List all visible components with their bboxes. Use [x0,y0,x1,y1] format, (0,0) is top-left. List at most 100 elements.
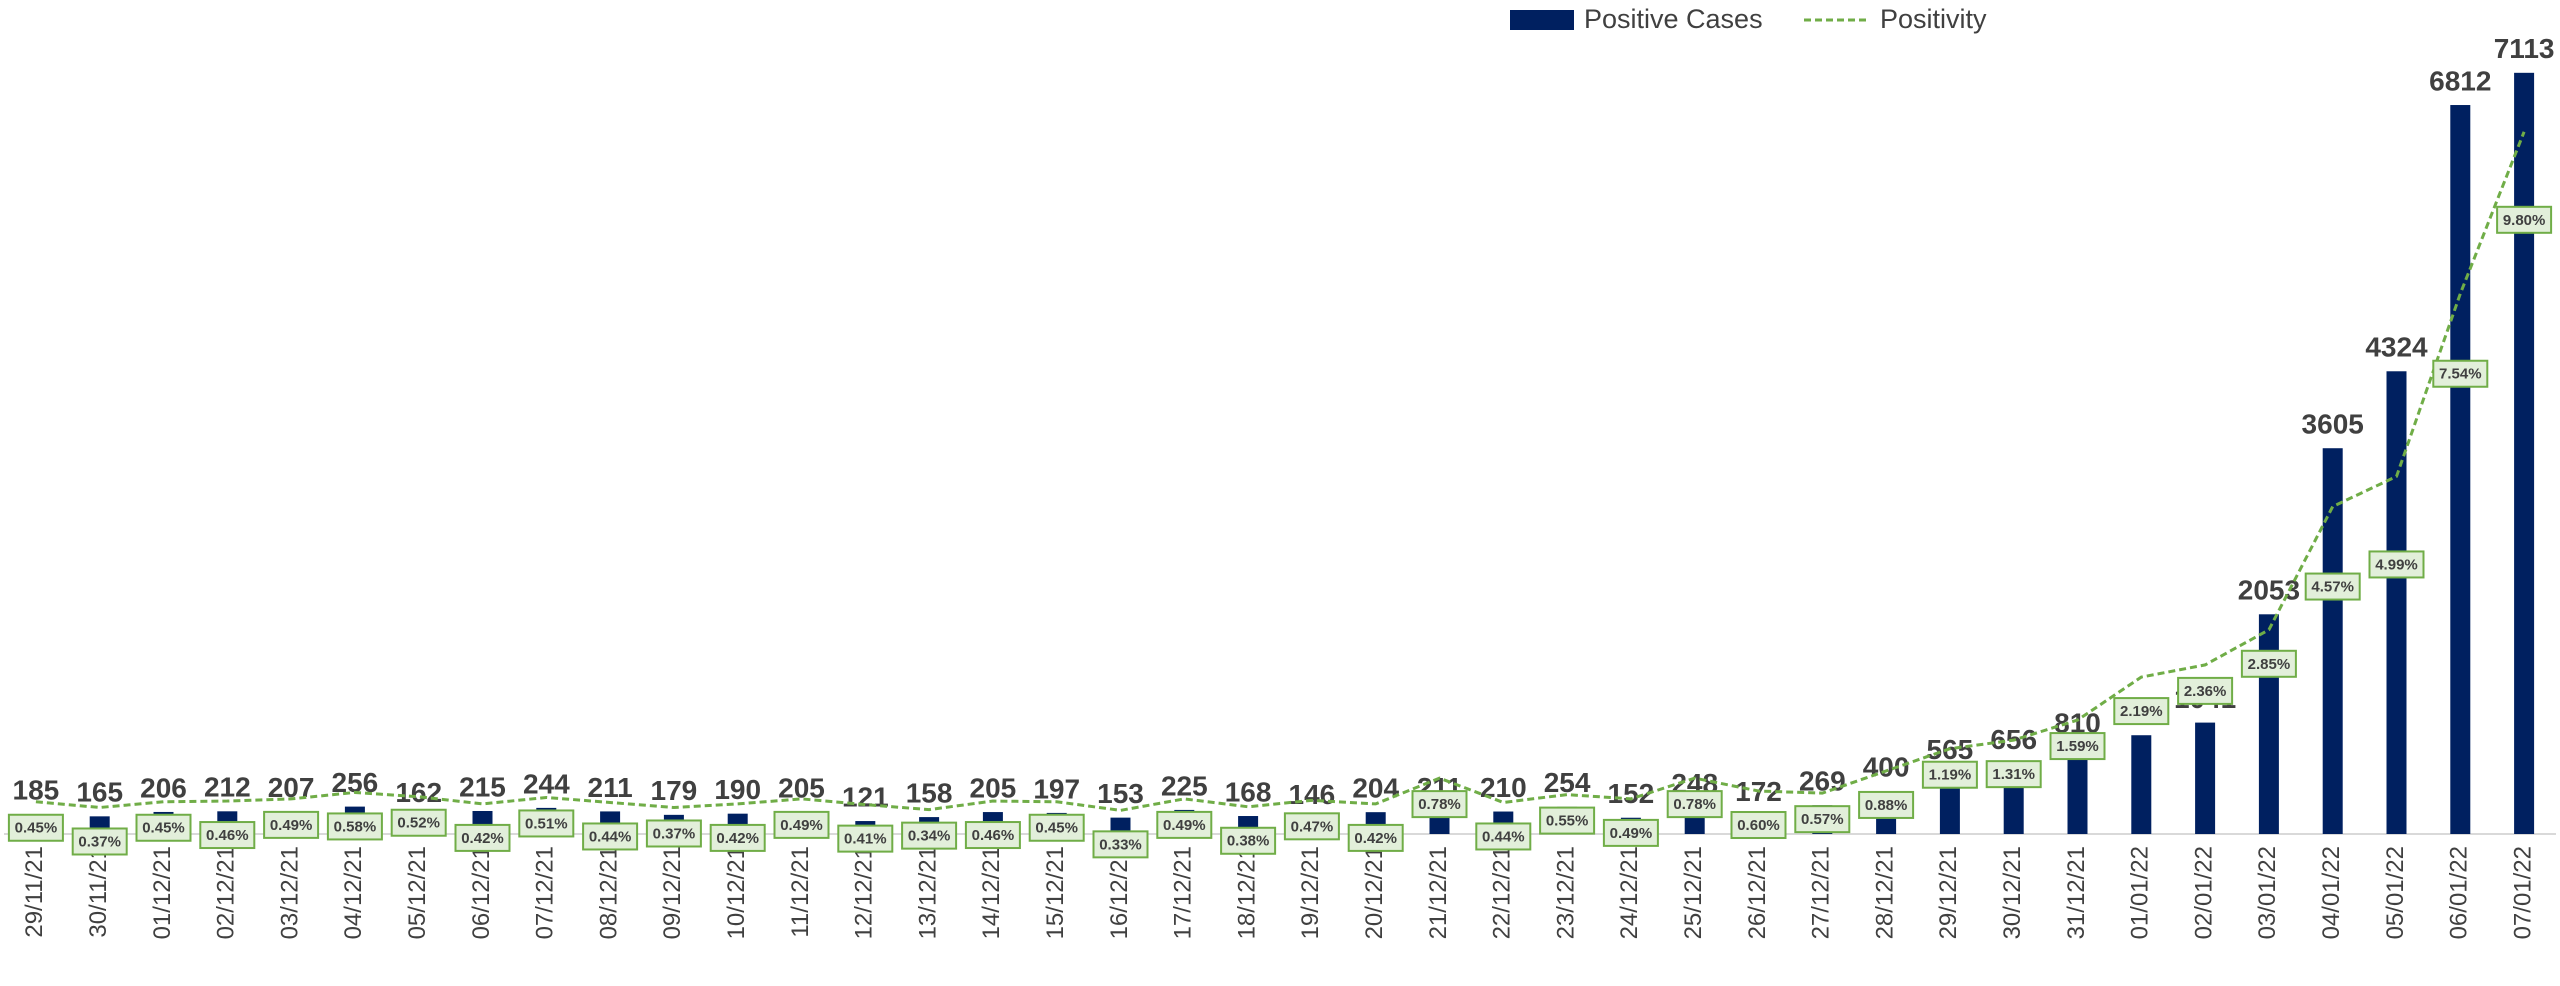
data-label: 0.58% [334,818,377,835]
data-label: 0.44% [589,828,632,845]
data-label: 4324 [2365,332,2428,363]
data-label-box: 4.99% [2368,550,2425,579]
label-box [390,808,447,837]
label-box [1666,790,1723,819]
x-tick-label: 03/12/21 [276,846,303,939]
data-label: 0.46% [206,827,249,844]
data-label: 0.49% [780,817,823,834]
legend-swatch [1510,10,1574,30]
data-label-box: 0.47% [1283,812,1340,841]
data-label: 1.19% [1929,767,1972,784]
label-box [1220,826,1277,855]
x-tick-label: 25/12/21 [1680,846,1707,939]
bar [2258,614,2279,834]
label-box [2177,676,2234,705]
label-box [135,813,192,842]
data-label: 0.49% [1610,825,1653,842]
data-label: 153 [1097,778,1144,809]
data-label-box: 0.37% [71,827,128,856]
data-label: 179 [651,775,698,806]
data-label-box: 0.41% [837,824,894,853]
label-box [1475,822,1532,851]
x-tick-label: 28/12/21 [1871,846,1898,939]
data-label-box: 0.49% [1156,810,1213,839]
data-label: 0.88% [1865,797,1908,814]
label-box [837,824,894,853]
data-label: 225 [1161,770,1208,801]
data-label-box: 0.33% [1092,830,1149,859]
data-label: 0.42% [1354,830,1397,847]
data-label-box: 1.19% [1921,760,1978,789]
label-box [1283,812,1340,841]
data-label-box: 2.85% [2240,649,2297,678]
data-label: 2.85% [2248,656,2291,673]
x-tick-label: 17/12/21 [1170,846,1197,939]
label-box [1028,813,1085,842]
data-label-box: 0.42% [454,823,511,852]
data-label-box: 0.52% [390,808,447,837]
bar [1110,817,1131,834]
x-tick-label: 24/12/21 [1616,846,1643,939]
data-label-box: 0.55% [1539,806,1596,835]
label-box [2240,649,2297,678]
x-tick-label: 04/01/22 [2318,846,2345,939]
data-label: 254 [1544,767,1591,798]
data-label: 0.38% [1227,833,1270,850]
data-label: 400 [1863,752,1910,783]
x-tick-label: 31/12/21 [2063,846,2090,939]
data-label-box: 0.78% [1411,790,1468,819]
data-label-box: 0.46% [199,821,256,850]
data-label-box: 4.57% [2304,572,2361,601]
data-label: 4.57% [2311,579,2354,596]
data-label: 0.60% [1737,817,1780,834]
label-box [518,809,575,838]
x-tick-label: 27/12/21 [1808,846,1835,939]
data-label-box: 0.37% [645,819,702,848]
data-label-box: 0.44% [582,822,639,851]
data-label: 121 [842,781,889,812]
data-label: 212 [204,772,251,803]
label-box [454,823,511,852]
data-label: 0.33% [1099,836,1142,853]
x-tick-label: 05/12/21 [404,846,431,939]
x-tick-label: 02/12/21 [213,846,240,939]
data-label-box: 0.60% [1730,811,1787,840]
data-label: 0.44% [1482,828,1525,845]
label-box [7,813,64,842]
x-tick-label: 16/12/21 [1106,846,1133,939]
x-tick-label: 20/12/21 [1361,846,1388,939]
data-label-box: 2.19% [2113,697,2170,726]
data-label-box: 0.45% [7,813,64,842]
label-box [1411,790,1468,819]
data-label: 0.49% [1163,817,1206,834]
data-label: 210 [1480,772,1527,803]
data-label: 0.45% [142,820,185,837]
data-label-box: 0.78% [1666,790,1723,819]
data-label-box: 2.36% [2177,676,2234,705]
data-label: 4.99% [2375,556,2418,573]
x-tick-label: 07/12/21 [532,846,559,939]
x-tick-label: 01/12/21 [149,846,176,939]
data-label: 215 [459,771,506,802]
x-tick-label: 22/12/21 [1489,846,1516,939]
x-tick-label: 29/12/21 [1935,846,1962,939]
label-box [901,821,958,850]
label-box [326,812,383,841]
data-label-box: 0.88% [1858,790,1915,819]
x-tick-label: 23/12/21 [1552,846,1579,939]
data-label: 2.36% [2184,683,2227,700]
data-label-box: 0.46% [964,821,1021,850]
label-box [2368,550,2425,579]
data-label-box: 0.45% [1028,813,1085,842]
label-box [773,810,830,839]
data-label-box: 0.49% [263,810,320,839]
label-box [645,819,702,848]
data-label-box: 9.80% [2496,205,2553,234]
data-label: 165 [76,777,123,808]
data-label: 0.78% [1418,796,1461,813]
data-label: 6812 [2429,65,2491,96]
data-label-box: 1.59% [2049,732,2106,761]
data-label: 205 [970,772,1017,803]
data-label: 1.31% [1992,766,2035,783]
data-label-box: 0.34% [901,821,958,850]
